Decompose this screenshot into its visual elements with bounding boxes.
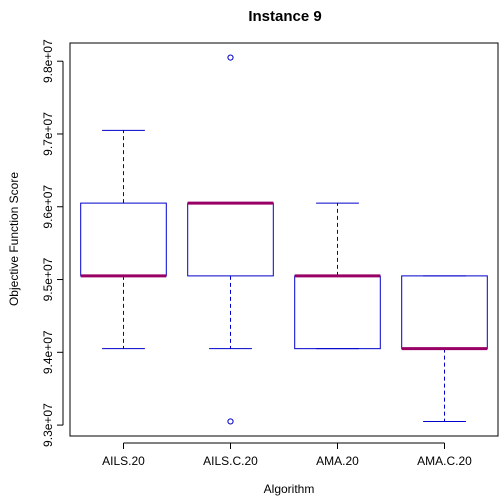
y-tick-label: 9.5e+07 <box>41 257 55 301</box>
chart-title: Instance 9 <box>248 8 321 25</box>
y-tick-label: 9.3e+07 <box>41 403 55 447</box>
box-iqr <box>294 275 381 350</box>
box-AMA.20 <box>294 202 381 350</box>
outlier-point <box>227 54 234 61</box>
x-tick-label: AMA.20 <box>316 454 359 468</box>
box-iqr <box>187 202 274 277</box>
box-iqr <box>80 202 167 277</box>
y-tick-label: 9.6e+07 <box>41 185 55 229</box>
y-tick-label: 9.8e+07 <box>41 39 55 83</box>
box-AILS.20 <box>80 129 167 350</box>
box-AILS.C.20 <box>187 54 274 425</box>
x-tick-label: AILS.20 <box>102 454 145 468</box>
boxes <box>80 54 488 425</box>
box-iqr <box>401 275 488 350</box>
x-tick-label: AMA.C.20 <box>417 454 472 468</box>
x-axis: AILS.20 AILS.C.20 AMA.20 AMA.C.20 <box>102 442 472 468</box>
x-tick-label: AILS.C.20 <box>203 454 258 468</box>
y-axis-label: Objective Function Score <box>7 172 21 306</box>
y-tick-label: 9.4e+07 <box>41 330 55 374</box>
outlier-point <box>227 418 234 425</box>
plot-frame <box>69 42 499 437</box>
y-axis: 9.3e+07 9.4e+07 9.5e+07 9.6e+07 9.7e+07 9.8e+… <box>41 39 64 447</box>
box-AMA.C.20 <box>401 275 488 422</box>
x-axis-label: Algorithm <box>264 482 315 496</box>
y-tick-label: 9.7e+07 <box>41 112 55 156</box>
